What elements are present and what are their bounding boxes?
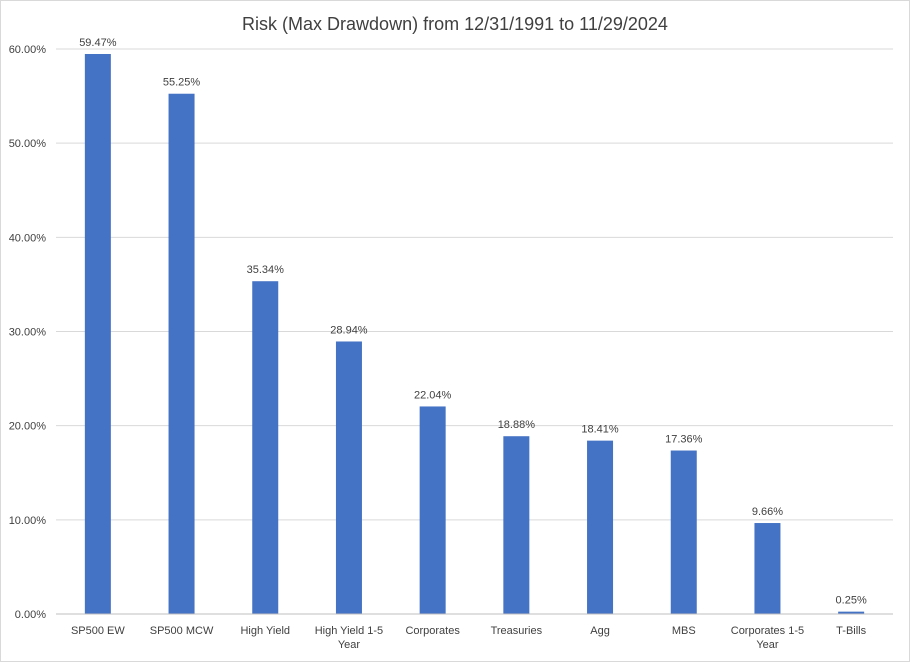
x-category-label: SP500 EW — [71, 625, 125, 637]
data-label: 55.25% — [163, 77, 201, 89]
gridlines — [56, 48, 893, 521]
bar — [503, 436, 530, 614]
y-tick-label: 30.00% — [9, 327, 47, 339]
x-category-label: High Yield 1-5 Year — [315, 625, 384, 651]
x-category-label: SP500 MCW — [150, 625, 214, 637]
bar — [754, 523, 781, 614]
x-category-label-line: Treasuries — [491, 625, 543, 637]
x-category-label-line: MBS — [672, 625, 696, 637]
bar — [670, 450, 697, 614]
x-category-label-line: Corporates 1-5 — [731, 625, 804, 637]
y-tick-label: 60.00% — [9, 44, 47, 56]
bar — [168, 93, 195, 614]
data-label: 17.36% — [665, 434, 703, 446]
x-category-label: Corporates 1-5 Year — [731, 625, 804, 651]
y-tick-label: 20.00% — [9, 421, 47, 433]
x-category-label-line: SP500 MCW — [150, 625, 214, 637]
x-category-label-line: Year — [338, 639, 361, 651]
y-tick-label: 10.00% — [9, 515, 47, 527]
bar — [587, 440, 614, 614]
x-category-label: T-Bills — [836, 625, 866, 637]
data-label: 35.34% — [247, 264, 285, 276]
x-category-label: Agg — [590, 625, 610, 637]
data-label: 0.25% — [836, 595, 867, 607]
x-category-label: Treasuries — [491, 625, 543, 637]
x-category-label-line: Year — [756, 639, 779, 651]
y-tick-label: 50.00% — [9, 138, 47, 150]
data-label: 28.94% — [330, 324, 368, 336]
data-label: 9.66% — [752, 506, 783, 518]
bar — [838, 611, 865, 614]
x-category-label-line: Agg — [590, 625, 610, 637]
y-tick-label: 40.00% — [9, 232, 47, 244]
x-category-label: High Yield — [240, 625, 290, 637]
x-category-label: Corporates — [405, 625, 460, 637]
x-category-label-line: High Yield — [240, 625, 290, 637]
data-label: 18.41% — [581, 424, 619, 436]
data-label: 18.88% — [498, 419, 536, 431]
data-labels: 59.47% 55.25% 35.34% 28.94% 22.04% 18.88% 18.4… — [79, 37, 867, 607]
x-category-label: MBS — [672, 625, 696, 637]
bar — [84, 53, 111, 614]
y-axis-tick-labels: 0.00% 10.00% 20.00% 30.00% 40.00% 50.00% 60.00… — [9, 44, 47, 621]
bar — [335, 341, 362, 614]
x-category-label-line: Corporates — [405, 625, 460, 637]
bar — [252, 281, 279, 614]
bars — [84, 53, 865, 614]
x-category-label-line: T-Bills — [836, 625, 866, 637]
data-label: 59.47% — [79, 37, 117, 49]
x-category-label-line: High Yield 1-5 — [315, 625, 384, 637]
bar — [419, 406, 446, 614]
y-tick-label: 0.00% — [15, 609, 46, 621]
x-axis-category-labels: SP500 EW SP500 MCW High Yield High Yield 1-… — [71, 625, 867, 651]
chart-title: Risk (Max Drawdown) from 12/31/1991 to 1… — [242, 14, 668, 34]
x-category-label-line: SP500 EW — [71, 625, 125, 637]
data-label: 22.04% — [414, 389, 452, 401]
